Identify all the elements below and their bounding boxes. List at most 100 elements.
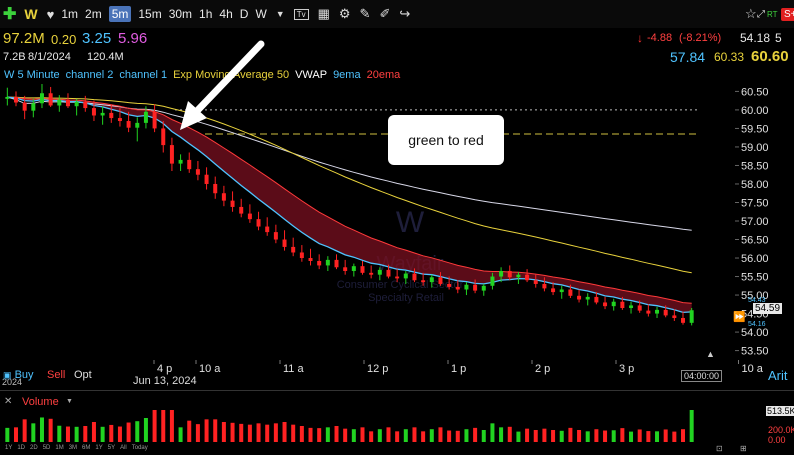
range-button[interactable]: 1D [17,445,26,451]
y-tick-label: 53.50 [741,346,769,358]
buy-button[interactable]: ▣ Buy [3,369,34,381]
volume-dropdown-icon[interactable]: ▼ [66,398,73,405]
volume-bar [351,429,356,442]
legend-item-channel-2[interactable]: channel 2 [65,69,114,81]
range-button[interactable]: 1Y [95,445,103,451]
candle-body [594,296,599,303]
legend-item-9ema[interactable]: 9ema [333,69,361,81]
candle-body [603,302,608,307]
scroll-right-icon[interactable]: ⏩ [733,312,746,323]
plus-icon[interactable]: ✚ [3,6,17,23]
heart-icon[interactable]: ♥ [46,6,55,22]
volume-bar [126,422,131,442]
volume-bar [516,431,521,442]
legend-item-timeframe[interactable]: W 5 Minute [4,69,60,81]
volume-bar [637,429,642,442]
range-button[interactable]: 3M [68,445,78,451]
legend-item-vwap[interactable]: VWAP [295,69,328,81]
opt-button[interactable]: Opt [74,369,92,381]
range-button[interactable]: 5D [42,445,51,451]
range-buttons: 1Y 1D 2D 5D 1M 3M 6M 1Y 5Y All Today [0,445,160,455]
candle-body [282,239,287,247]
volume-label[interactable]: Volume [22,396,59,408]
tf-w[interactable]: W [255,7,267,21]
volume-bar [195,424,200,442]
tf-15m[interactable]: 15m [138,7,162,21]
ema-cloud [7,97,692,313]
sell-button[interactable]: Sell [47,369,66,381]
range-button[interactable]: 5Y [107,445,116,451]
zoom-icon-2[interactable]: ⊞ [740,444,747,453]
candle-body [109,112,114,119]
cart-icon: ▣ [3,370,12,380]
x-tick-label: 4 p [157,363,172,375]
collapse-up-icon[interactable]: ▲ [706,349,715,359]
volume-bar [421,431,426,442]
range-button[interactable]: 2D [30,445,38,451]
ema50-line [7,96,692,274]
range-button[interactable]: Today [131,445,148,451]
volume-bar [464,429,469,442]
tf-4h[interactable]: 4h [219,7,233,21]
tv-icon[interactable]: Tv [293,8,309,20]
pencil-icon[interactable]: ✎ [359,6,371,21]
volume-bar [100,426,105,442]
volume-bar [48,418,53,442]
watermark-sector: Consumer Cyclical Sector [337,279,464,291]
range-button[interactable]: 1Y [5,445,13,451]
range-button[interactable]: 6M [82,445,91,451]
alert-badge[interactable]: S+ [781,7,794,21]
volume-bar [282,422,287,442]
legend-item-channel-1[interactable]: channel 1 [119,69,168,81]
tf-1m[interactable]: 1m [61,7,79,21]
annotation-note: green to red [388,115,504,165]
legend-item-ema50[interactable]: Exp Moving Average 50 [173,69,290,81]
expand-icon[interactable]: ⤢ [757,8,765,20]
y-tick-label: 57.50 [741,197,769,209]
volume-bar [655,431,660,442]
volume-bar [663,429,668,442]
gear-icon[interactable]: ⚙ [338,6,351,21]
range-button[interactable]: 1M [55,445,64,451]
volume-bar [247,424,252,442]
candle-body [152,111,157,129]
candle-body [533,280,538,284]
volume-bar [585,431,590,442]
volume-bar [91,422,96,442]
tf-1h[interactable]: 1h [199,7,213,21]
watermark-name: Wayfair [376,253,443,275]
right-panel-label[interactable]: Arit [768,368,788,383]
share-icon[interactable]: ↪ [399,6,411,21]
tf-5m[interactable]: 5m [108,6,132,22]
tf-30m[interactable]: 30m [168,7,193,21]
candle-body [386,269,391,277]
legend-item-20ema[interactable]: 20ema [366,69,401,81]
candle-body [672,315,677,319]
candle-body [213,183,218,194]
candle-body [117,118,122,122]
volume-bar [429,429,434,442]
vol-tick-zero: 0.00 [768,435,786,445]
candle-body [395,276,400,279]
volume-bar [256,423,261,442]
tf-d[interactable]: D [239,7,249,21]
symbol-label[interactable]: W [24,6,38,22]
layout-icon[interactable]: ▦ [317,6,330,21]
star-icon[interactable]: ☆ [745,6,757,21]
brush-icon[interactable]: ✐ [379,6,391,21]
zoom-icon-1[interactable]: ⊡ [716,444,723,453]
close-volume-icon[interactable]: ✕ [4,396,13,407]
candle-body [273,232,278,240]
watermark-symbol: W [396,206,425,239]
chevron-down-icon[interactable]: ▼ [275,9,285,19]
candle-body [360,266,365,273]
candle-body [585,296,590,300]
candle-body [334,259,339,268]
candle-body [507,270,512,278]
volume-value: 97.2M [3,30,45,47]
volume-bar [204,419,209,442]
tf-2m[interactable]: 2m [85,7,102,21]
ema9-line [7,96,692,314]
range-button[interactable]: All [120,445,127,451]
candle-body [100,112,105,116]
